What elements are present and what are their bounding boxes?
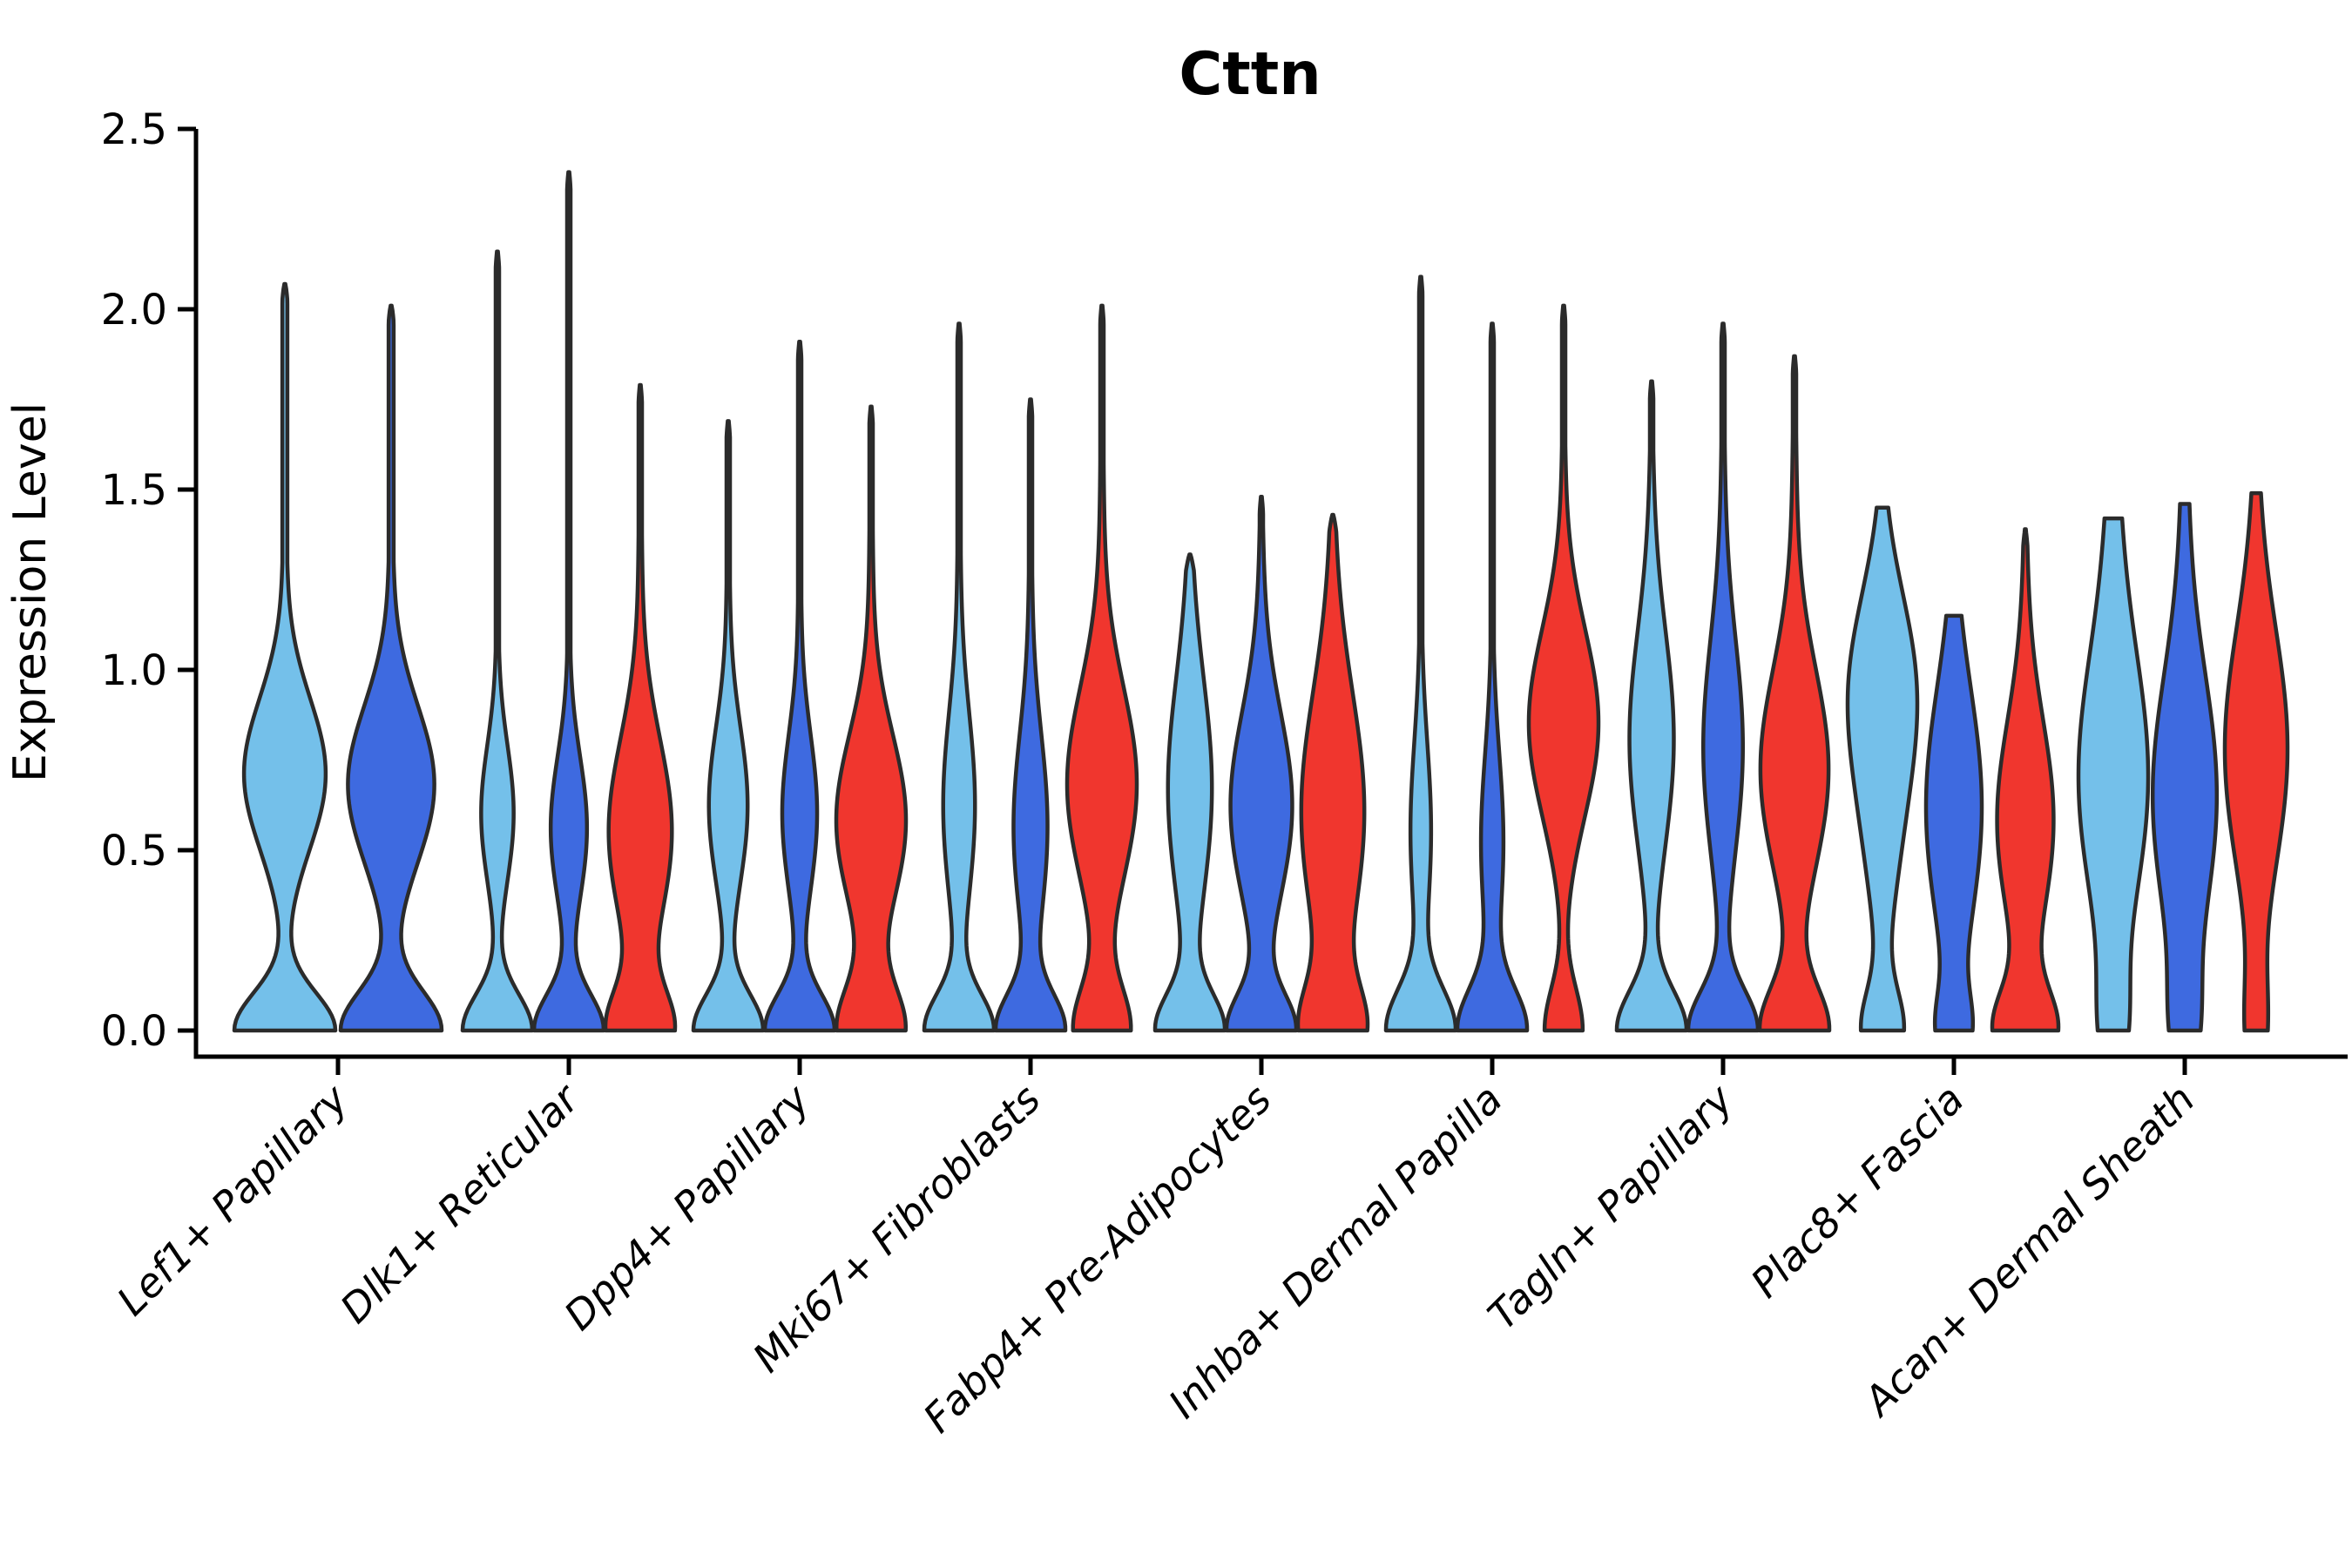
violin-dark_blue bbox=[338, 303, 444, 1033]
y-tick-label: 2.0 bbox=[101, 286, 167, 335]
violin-light_blue bbox=[1152, 552, 1227, 1033]
violin-dark_blue bbox=[1923, 613, 1984, 1033]
violin-light_blue bbox=[922, 321, 997, 1033]
violin-red bbox=[1990, 527, 2061, 1033]
violin-dark_blue bbox=[1224, 495, 1299, 1033]
y-tick-label: 0.5 bbox=[101, 827, 167, 875]
y-tick-label: 1.5 bbox=[101, 466, 167, 515]
y-tick-label: 2.5 bbox=[101, 105, 167, 154]
violin-dark_blue bbox=[1455, 321, 1530, 1033]
violin-red bbox=[1064, 303, 1139, 1033]
violin-red bbox=[1295, 512, 1370, 1033]
y-tick-label: 1.0 bbox=[101, 646, 167, 695]
violin-light_blue bbox=[1845, 505, 1920, 1033]
violin-dark_blue bbox=[762, 340, 837, 1033]
violin-dark_blue bbox=[2150, 502, 2220, 1033]
chart-title: Cttn bbox=[1179, 40, 1321, 109]
violin-light_blue bbox=[691, 419, 766, 1033]
violin-red bbox=[834, 404, 909, 1033]
violin-light_blue bbox=[460, 249, 535, 1033]
violin-light_blue bbox=[232, 281, 338, 1033]
violin-red bbox=[1757, 354, 1832, 1033]
x-tick-label: Dlk1+ Reticular bbox=[331, 1073, 590, 1332]
violin-red bbox=[603, 382, 678, 1033]
violin-dark_blue bbox=[993, 397, 1068, 1033]
violin-red bbox=[2222, 490, 2290, 1033]
violin-dark_blue bbox=[531, 170, 606, 1033]
violin-dark_blue bbox=[1686, 321, 1761, 1033]
x-tick-label: Dpp4+ Papillary bbox=[555, 1075, 819, 1339]
y-axis-label: Expression Level bbox=[4, 402, 57, 782]
x-tick-label: Lef1+ Papillary bbox=[108, 1075, 357, 1324]
violin-light_blue bbox=[1614, 379, 1689, 1033]
x-tick-label: Plac8+ Fascia bbox=[1741, 1076, 1972, 1307]
y-tick-label: 0.0 bbox=[101, 1007, 167, 1056]
violin-layer bbox=[232, 170, 2290, 1033]
violin-light_blue bbox=[1383, 274, 1458, 1033]
x-tick-label: Tagln+ Papillary bbox=[1478, 1075, 1742, 1339]
violin-red bbox=[1526, 303, 1601, 1033]
violin-light_blue bbox=[2076, 516, 2151, 1033]
